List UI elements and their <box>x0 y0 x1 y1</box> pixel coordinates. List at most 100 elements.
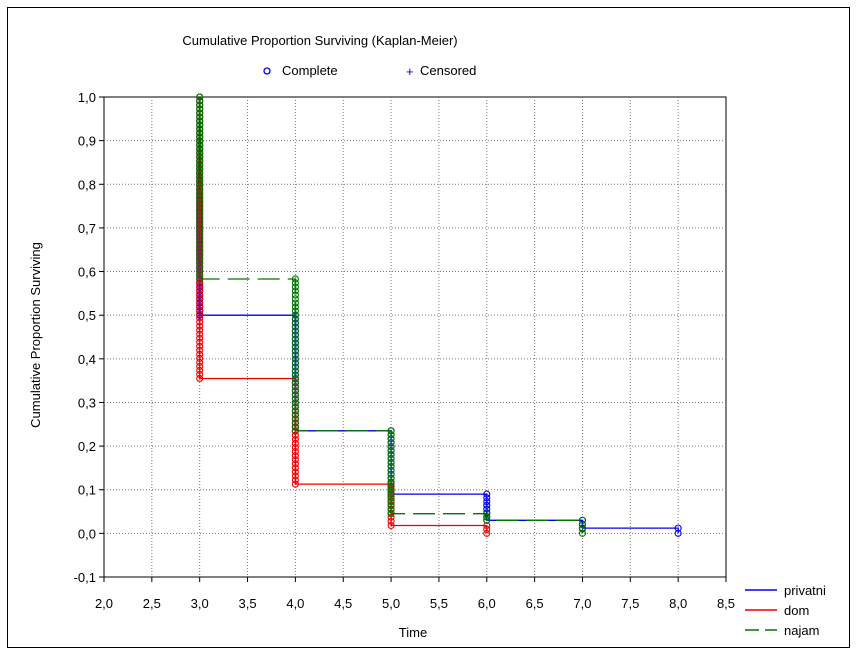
x-tick-label: 4,5 <box>334 596 352 611</box>
y-tick-label: 0,5 <box>78 308 96 323</box>
x-tick-label: 8,5 <box>717 596 735 611</box>
y-tick-label: 0,0 <box>78 526 96 541</box>
y-tick-label: 0,2 <box>78 439 96 454</box>
complete-marker-najam <box>196 162 204 170</box>
legend-label-privatni: privatni <box>784 583 826 598</box>
x-tick-label: 2,5 <box>143 596 161 611</box>
complete-marker-najam <box>196 275 204 283</box>
complete-marker-najam <box>196 263 204 271</box>
complete-marker-najam <box>387 470 395 478</box>
complete-marker-dom <box>196 346 204 354</box>
complete-marker-najam <box>196 251 204 259</box>
chart-border <box>7 7 850 648</box>
y-tick-label: 0,3 <box>78 395 96 410</box>
complete-marker-najam <box>291 351 299 359</box>
complete-marker-dom <box>196 334 204 342</box>
complete-marker-najam <box>196 247 204 255</box>
complete-marker-najam <box>196 109 204 117</box>
complete-marker-dom <box>291 443 299 452</box>
legend-label-najam: najam <box>784 623 819 638</box>
complete-marker-najam <box>291 395 299 403</box>
complete-marker-najam <box>387 474 395 482</box>
complete-marker-najam <box>196 206 204 214</box>
complete-marker-dom <box>196 342 204 350</box>
complete-marker-najam <box>196 194 204 202</box>
complete-marker-dom <box>196 374 204 383</box>
complete-marker-privatni <box>674 524 682 532</box>
complete-marker-najam <box>578 521 587 529</box>
complete-marker-najam <box>291 379 299 387</box>
complete-marker-najam <box>196 239 204 247</box>
complete-marker-privatni <box>483 505 491 513</box>
complete-marker-dom <box>196 302 204 310</box>
censored-marker-icon: + <box>406 64 414 79</box>
series-legend: privatni dom najam <box>745 583 826 638</box>
chart-title: Cumulative Proportion Surviving (Kaplan-… <box>182 33 457 48</box>
y-tick-label: 0,4 <box>78 352 96 367</box>
complete-marker-najam <box>387 450 395 459</box>
complete-marker-dom <box>196 290 204 298</box>
complete-marker-najam <box>196 150 204 158</box>
complete-marker-najam <box>196 182 204 190</box>
marker-legend-censored: Censored <box>420 63 476 78</box>
complete-marker-najam <box>196 154 204 162</box>
complete-marker-najam <box>196 255 204 263</box>
complete-marker-najam <box>387 510 395 518</box>
complete-marker-najam <box>387 506 395 514</box>
complete-marker-najam <box>291 375 299 383</box>
complete-marker-najam <box>578 516 587 524</box>
complete-marker-najam <box>387 494 395 502</box>
complete-marker-dom <box>196 306 204 314</box>
complete-marker-dom <box>483 525 491 533</box>
complete-marker-icon <box>263 67 271 75</box>
complete-marker-najam <box>196 129 204 137</box>
complete-marker-najam <box>196 146 204 154</box>
complete-marker-najam <box>483 516 491 524</box>
complete-marker-privatni <box>483 501 491 509</box>
complete-marker-najam <box>387 447 395 455</box>
complete-marker-najam <box>196 158 204 166</box>
marker-group <box>196 93 682 537</box>
series-line-najam <box>199 97 584 534</box>
complete-marker-najam <box>387 478 395 486</box>
complete-marker-najam <box>291 295 299 303</box>
complete-marker-najam <box>291 355 299 363</box>
complete-marker-najam <box>291 335 299 343</box>
complete-marker-najam <box>291 403 299 411</box>
complete-marker-dom <box>387 517 395 525</box>
complete-marker-najam <box>196 271 204 279</box>
complete-marker-dom <box>196 294 204 302</box>
complete-marker-dom <box>196 310 204 318</box>
complete-marker-najam <box>291 419 299 427</box>
y-axis-label: Cumulative Proportion Surviving <box>28 242 43 428</box>
x-tick-label: 8,0 <box>669 596 687 611</box>
complete-marker-najam <box>196 218 204 226</box>
complete-marker-najam <box>291 315 299 323</box>
complete-marker-najam <box>196 198 204 206</box>
complete-marker-najam <box>291 427 299 435</box>
marker-legend: Complete + Censored <box>263 63 476 79</box>
complete-marker-najam <box>196 133 204 141</box>
complete-marker-najam <box>196 178 204 186</box>
complete-marker-najam <box>291 359 299 367</box>
complete-marker-najam <box>196 222 204 230</box>
x-tick-label: 3,5 <box>238 596 256 611</box>
complete-marker-najam <box>291 319 299 327</box>
complete-marker-dom <box>196 366 204 374</box>
complete-marker-najam <box>196 117 204 125</box>
x-tick-label: 6,0 <box>478 596 496 611</box>
complete-marker-privatni <box>483 498 491 506</box>
y-tick-label: 0,6 <box>78 265 96 280</box>
complete-marker-dom <box>291 431 299 439</box>
y-tick-label: 0,1 <box>78 483 96 498</box>
complete-marker-dom <box>291 476 299 484</box>
complete-marker-najam <box>196 259 204 267</box>
complete-marker-najam <box>291 275 299 283</box>
complete-marker-dom <box>196 298 204 306</box>
complete-marker-najam <box>291 311 299 319</box>
complete-marker-dom <box>196 354 204 362</box>
complete-marker-privatni <box>483 494 491 502</box>
complete-marker-najam <box>196 174 204 182</box>
complete-marker-najam <box>196 141 204 150</box>
